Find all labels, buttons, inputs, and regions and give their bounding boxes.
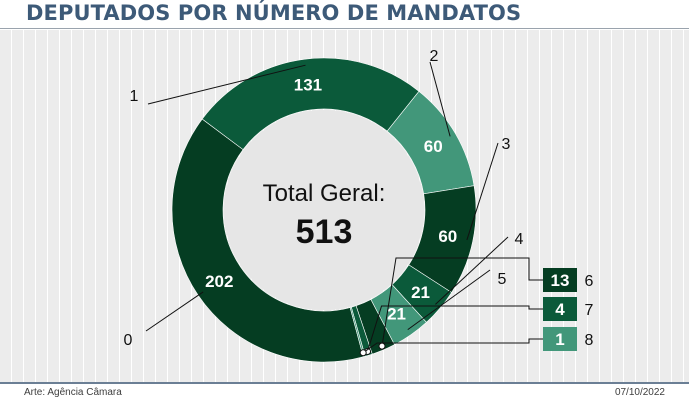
category-label: 6: [585, 273, 594, 290]
category-label: 2: [430, 48, 439, 65]
leader-line: [466, 142, 499, 241]
footer-date: 07/10/2022: [614, 387, 665, 398]
category-label: 8: [585, 332, 594, 349]
slice-value-label: 60: [424, 137, 443, 156]
badge-value-label: 13: [551, 271, 570, 290]
badge-leader: [367, 305, 543, 352]
category-label: 7: [585, 302, 594, 319]
value-badge: [543, 297, 577, 321]
category-label: 1: [130, 88, 139, 105]
badge-leader: [381, 257, 543, 347]
title-divider: [0, 28, 689, 29]
slice-value-label: 21: [411, 283, 430, 302]
badge-value-label: 4: [555, 300, 565, 319]
center-total: 513: [296, 213, 353, 251]
slice-value-label: 60: [438, 227, 457, 246]
badge-leader: [362, 338, 543, 354]
category-label: 3: [502, 136, 511, 153]
badge-value-label: 1: [555, 330, 564, 349]
slice-value-label: 131: [294, 76, 322, 95]
value-badge: [543, 268, 577, 292]
chart-title: DEPUTADOS POR NÚMERO DE MANDATOS: [26, 1, 522, 25]
footer-divider: [0, 382, 689, 384]
value-badge: [543, 327, 577, 351]
leader-line: [147, 64, 306, 105]
center-label: Total Geral:: [263, 180, 386, 207]
donut-center: [224, 110, 424, 310]
leader-line: [145, 291, 204, 332]
category-label: 0: [124, 332, 133, 349]
leader-line: [429, 61, 451, 137]
slice-value-label: 21: [387, 305, 406, 324]
badge-anchor-dot: [359, 349, 367, 357]
donut-slice-0: [171, 118, 364, 363]
leader-line: [407, 269, 491, 331]
leader-line: [435, 236, 509, 305]
footer-credit: Arte: Agência Câmara: [24, 387, 122, 398]
slice-value-label: 202: [205, 272, 233, 291]
donut-slice-8: [349, 306, 366, 358]
category-label: 4: [515, 231, 524, 248]
badge-anchor-dot: [378, 342, 386, 350]
category-label: 5: [498, 271, 507, 288]
